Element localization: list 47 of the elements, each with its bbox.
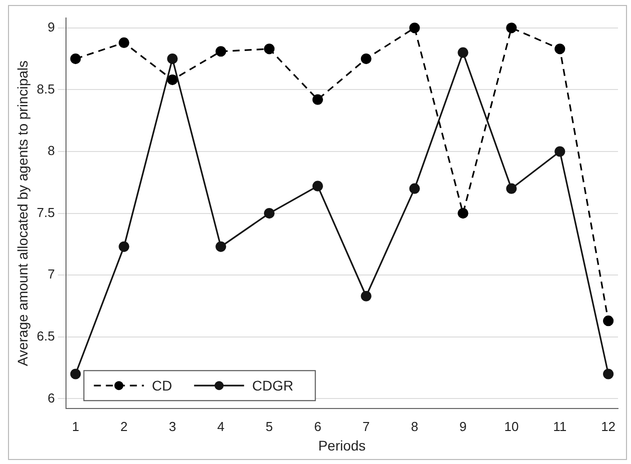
point: [216, 46, 226, 57]
y-tick-label: 6: [48, 390, 55, 406]
x-tick-label: 4: [217, 418, 224, 434]
legend-label: CDGR: [252, 377, 294, 394]
y-tick-label: 8: [48, 143, 55, 158]
point: [167, 53, 178, 64]
y-tick-label: 8.5: [36, 81, 55, 96]
point: [409, 22, 420, 34]
point: [603, 316, 614, 326]
x-tick-label: 11: [553, 418, 567, 434]
point: [312, 180, 324, 192]
point: [118, 241, 130, 252]
point: [360, 290, 372, 302]
point: [264, 44, 275, 54]
y-tick-label: 9: [48, 19, 55, 34]
x-tick-label: 5: [266, 418, 273, 434]
point: [70, 368, 81, 380]
x-tick-label: 6: [314, 418, 322, 434]
point: [360, 53, 372, 64]
x-tick-label: 8: [410, 418, 418, 434]
x-tick-label: 9: [459, 418, 467, 434]
x-axis-title: Periods: [318, 437, 366, 454]
point: [458, 47, 468, 58]
point: [506, 22, 517, 34]
y-tick-label: 7: [48, 266, 55, 282]
x-tick-label: 1: [72, 418, 80, 434]
point: [216, 241, 226, 252]
x-tick-label: 12: [601, 418, 616, 434]
point: [312, 94, 324, 105]
legend-label: CD: [152, 377, 172, 394]
x-tick-label: 7: [362, 418, 370, 434]
y-axis-title: Average amount allocated by agents to principals: [14, 60, 30, 366]
y-tick-label: 6.5: [36, 328, 55, 344]
point: [264, 208, 275, 219]
point: [603, 368, 614, 380]
y-tick-label: 7.5: [36, 204, 55, 220]
point: [554, 146, 566, 157]
point: [167, 74, 178, 86]
x-tick-label: 2: [120, 418, 128, 434]
point: [409, 183, 420, 194]
point: [118, 37, 130, 48]
point: [554, 44, 566, 54]
point: [70, 53, 81, 64]
x-tick-label: 3: [168, 418, 176, 434]
point: [506, 183, 517, 194]
point: [458, 208, 468, 219]
x-tick-label: 10: [504, 418, 519, 434]
